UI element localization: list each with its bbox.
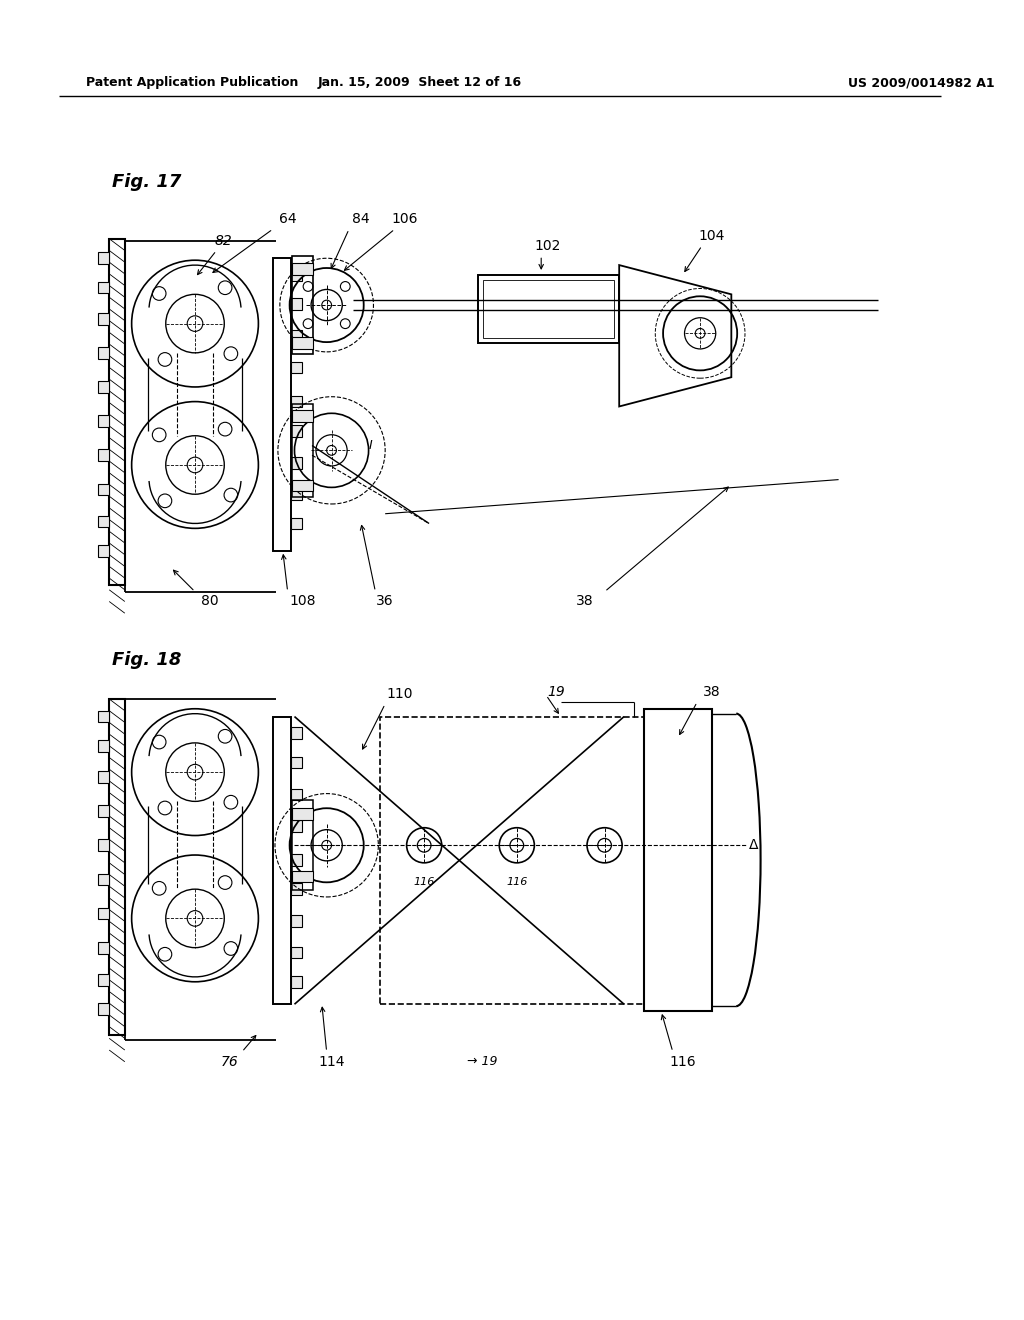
Bar xyxy=(97,449,110,461)
Bar xyxy=(97,381,110,393)
Bar xyxy=(97,874,110,886)
Bar xyxy=(97,908,110,919)
Bar xyxy=(273,259,291,550)
Bar xyxy=(291,756,302,768)
Text: 114: 114 xyxy=(318,1055,345,1069)
Bar xyxy=(273,717,291,1005)
Bar xyxy=(292,411,313,422)
Text: 102: 102 xyxy=(535,239,561,252)
Bar xyxy=(292,337,313,348)
Bar xyxy=(291,946,302,958)
Text: 82: 82 xyxy=(214,234,232,248)
Bar xyxy=(291,789,302,800)
Bar xyxy=(97,545,110,557)
Bar xyxy=(97,313,110,325)
Text: 108: 108 xyxy=(289,594,315,609)
Bar xyxy=(291,269,302,281)
Text: Fig. 17: Fig. 17 xyxy=(113,173,181,191)
Bar xyxy=(97,483,110,495)
Bar xyxy=(292,808,313,820)
Bar xyxy=(291,883,302,895)
Bar xyxy=(97,516,110,528)
Bar xyxy=(291,517,302,529)
Text: 19: 19 xyxy=(547,685,564,700)
Bar xyxy=(478,275,620,343)
Bar xyxy=(110,239,125,585)
Bar xyxy=(292,256,313,354)
Bar xyxy=(97,840,110,851)
Bar xyxy=(97,281,110,293)
Text: 116: 116 xyxy=(670,1055,696,1069)
Bar xyxy=(291,396,302,408)
Bar xyxy=(97,252,110,264)
Text: Jan. 15, 2009  Sheet 12 of 16: Jan. 15, 2009 Sheet 12 of 16 xyxy=(317,77,521,90)
Bar xyxy=(97,771,110,783)
Bar xyxy=(97,416,110,426)
Bar xyxy=(291,820,302,832)
Bar xyxy=(97,1003,110,1015)
Bar xyxy=(292,404,313,498)
Text: → 19: → 19 xyxy=(467,1055,498,1068)
Bar xyxy=(291,425,302,437)
Text: 116: 116 xyxy=(506,878,527,887)
Text: Δ: Δ xyxy=(749,838,759,853)
Text: 80: 80 xyxy=(201,594,218,609)
Text: 84: 84 xyxy=(352,213,370,226)
Bar xyxy=(482,280,614,338)
Bar xyxy=(291,975,302,987)
Bar xyxy=(291,488,302,500)
Bar xyxy=(291,916,302,927)
Text: 64: 64 xyxy=(279,213,297,226)
Bar xyxy=(380,717,643,1005)
Text: 38: 38 xyxy=(703,685,721,700)
Bar xyxy=(97,974,110,986)
Bar xyxy=(97,347,110,359)
Bar xyxy=(97,741,110,751)
Bar xyxy=(291,457,302,469)
Text: US 2009/0014982 A1: US 2009/0014982 A1 xyxy=(848,77,995,90)
Text: 76: 76 xyxy=(220,1055,238,1069)
Bar xyxy=(97,710,110,722)
Text: 36: 36 xyxy=(377,594,394,609)
Text: I: I xyxy=(369,440,373,451)
Bar xyxy=(291,298,302,310)
Bar xyxy=(97,805,110,817)
Bar xyxy=(291,362,302,374)
Bar xyxy=(291,854,302,866)
Bar xyxy=(292,263,313,275)
Bar xyxy=(97,941,110,953)
Bar xyxy=(643,709,712,1011)
Text: 104: 104 xyxy=(698,228,725,243)
Text: Fig. 18: Fig. 18 xyxy=(113,651,181,669)
Text: 116: 116 xyxy=(414,878,435,887)
Bar xyxy=(292,479,313,491)
Bar xyxy=(291,330,302,342)
Text: 110: 110 xyxy=(386,688,413,701)
Text: Patent Application Publication: Patent Application Publication xyxy=(86,77,298,90)
Bar xyxy=(292,871,313,882)
Bar xyxy=(291,727,302,739)
Text: 38: 38 xyxy=(577,594,594,609)
Bar xyxy=(292,800,313,890)
Text: 106: 106 xyxy=(391,213,418,226)
Bar xyxy=(110,700,125,1035)
